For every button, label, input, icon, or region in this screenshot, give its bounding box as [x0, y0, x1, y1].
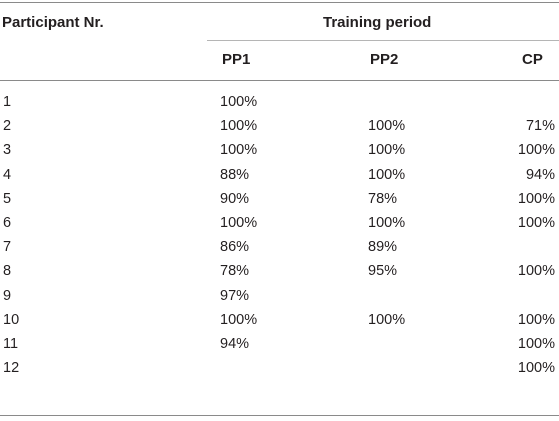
- cell-participant: 8: [3, 263, 12, 279]
- cell-participant: 10: [3, 312, 20, 328]
- participant-column-header: Participant Nr.: [2, 14, 104, 31]
- cell-pp2: 100%: [368, 118, 406, 134]
- table-bottom-rule: [0, 415, 559, 416]
- cell-cp: 100%: [517, 312, 555, 328]
- cell-cp: 100%: [517, 360, 555, 376]
- cell-participant: 5: [3, 191, 12, 207]
- cell-participant: 3: [3, 142, 12, 158]
- cell-cp: 100%: [517, 263, 555, 279]
- cell-cp: 100%: [517, 191, 555, 207]
- cell-pp2: 100%: [368, 215, 406, 231]
- cell-cp: 100%: [517, 215, 555, 231]
- cell-pp1: 78%: [220, 263, 250, 279]
- cell-pp2: 100%: [368, 167, 406, 183]
- cell-pp2: 95%: [368, 263, 398, 279]
- cell-cp: 100%: [517, 142, 555, 158]
- cell-pp1: 100%: [220, 142, 258, 158]
- cell-participant: 12: [3, 360, 20, 376]
- cell-participant: 2: [3, 118, 12, 134]
- cell-pp1: 86%: [220, 239, 250, 255]
- cell-pp1: 88%: [220, 167, 250, 183]
- cell-pp2: 100%: [368, 142, 406, 158]
- table-top-rule: [0, 2, 559, 3]
- cell-participant: 11: [3, 336, 19, 352]
- cell-pp1: 100%: [220, 118, 258, 134]
- cell-cp: 100%: [517, 336, 555, 352]
- cell-participant: 6: [3, 215, 12, 231]
- cell-pp1: 100%: [220, 94, 258, 110]
- header-bottom-rule: [0, 80, 559, 81]
- cell-pp1: 97%: [220, 288, 250, 304]
- cell-pp1: 90%: [220, 191, 250, 207]
- cell-pp1: 100%: [220, 312, 258, 328]
- group-header-rule: [207, 40, 559, 41]
- cell-cp: 94%: [525, 167, 555, 183]
- cell-pp2: 78%: [368, 191, 398, 207]
- column-header-pp2: PP2: [370, 51, 399, 68]
- cell-pp1: 94%: [220, 336, 250, 352]
- training-period-group-header: Training period: [323, 14, 432, 31]
- cell-participant: 7: [3, 239, 12, 255]
- column-header-pp1: PP1: [222, 51, 251, 68]
- cell-pp1: 100%: [220, 215, 258, 231]
- cell-participant: 4: [3, 167, 12, 183]
- cell-cp: 71%: [525, 118, 555, 134]
- cell-pp2: 100%: [368, 312, 406, 328]
- cell-participant: 9: [3, 288, 12, 304]
- column-header-cp: CP: [522, 51, 543, 68]
- cell-participant: 1: [3, 94, 12, 110]
- cell-pp2: 89%: [368, 239, 398, 255]
